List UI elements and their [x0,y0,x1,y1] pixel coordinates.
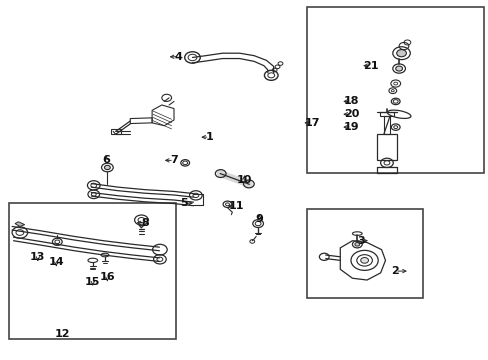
Text: 4: 4 [175,52,183,62]
Text: 16: 16 [100,272,115,282]
Text: 2: 2 [390,266,398,276]
Text: 20: 20 [343,109,358,119]
Ellipse shape [354,243,359,246]
Polygon shape [15,222,25,226]
Text: 7: 7 [170,156,178,165]
Bar [376,134,396,160]
Text: 19: 19 [343,122,359,132]
Ellipse shape [360,257,368,263]
Text: 21: 21 [363,61,378,71]
Text: 1: 1 [205,132,213,142]
Ellipse shape [396,50,406,57]
Bar [379,112,393,116]
Text: 10: 10 [236,175,252,185]
Text: 14: 14 [48,257,64,267]
Text: 9: 9 [255,214,263,224]
Text: 3: 3 [357,236,364,246]
Bar [111,129,120,134]
Bar [9,203,176,339]
Text: 15: 15 [85,277,100,287]
Text: 17: 17 [304,118,320,128]
Text: 13: 13 [30,252,45,262]
Text: 8: 8 [141,218,148,228]
Bar [306,7,483,173]
Text: 5: 5 [180,198,187,208]
Ellipse shape [395,66,402,71]
Ellipse shape [104,165,110,170]
Text: 18: 18 [343,96,359,107]
Text: 6: 6 [102,156,110,165]
Text: 11: 11 [228,201,244,211]
Bar [306,208,423,298]
Text: 12: 12 [54,329,70,339]
Bar [383,116,389,134]
